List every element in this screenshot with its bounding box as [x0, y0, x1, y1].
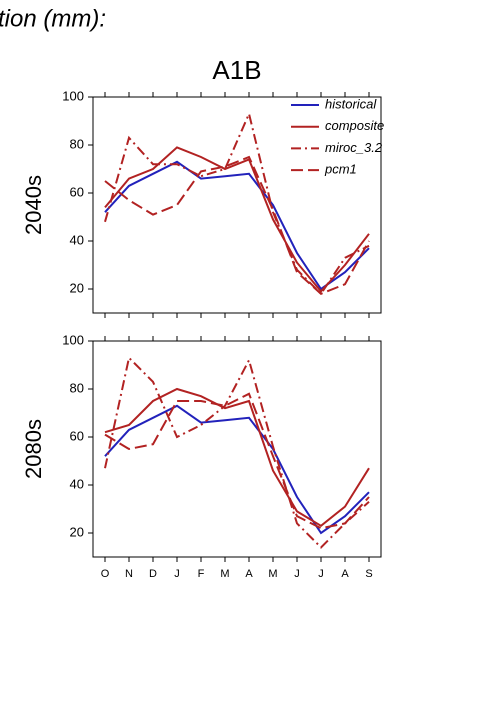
x-tick-label: N — [125, 568, 133, 580]
y-tick-label: 60 — [70, 184, 84, 199]
x-tick-label: D — [149, 568, 157, 580]
series-line — [104, 404, 370, 535]
x-tick-label: F — [198, 568, 205, 580]
x-tick-label: J — [294, 568, 300, 580]
y-tick-label: 40 — [70, 476, 84, 491]
legend-label: composite — [325, 118, 384, 133]
plot-frame — [92, 340, 382, 558]
x-tick-label: O — [101, 568, 110, 580]
series-line — [104, 160, 370, 291]
series-line — [104, 110, 370, 296]
y-tick-label: 80 — [70, 136, 84, 151]
heading: tion (mm): — [0, 5, 106, 32]
series-line — [104, 355, 370, 549]
y-axis-label: 2080s — [21, 419, 46, 479]
x-tick-label: J — [174, 568, 180, 580]
series-line — [104, 387, 370, 528]
y-tick-label: 60 — [70, 428, 84, 443]
x-tick-label: M — [268, 568, 277, 580]
y-axis-label: 2040s — [21, 175, 46, 235]
y-tick-label: 100 — [62, 88, 84, 103]
y-tick-label: 100 — [62, 332, 84, 347]
series-line — [104, 155, 370, 295]
plot-frame — [92, 96, 382, 314]
x-tick-label: A — [245, 568, 253, 580]
series-line — [104, 392, 370, 530]
x-tick-label: A — [341, 568, 349, 580]
y-tick-label: 20 — [70, 280, 84, 295]
x-tick-label: J — [318, 568, 324, 580]
y-tick-label: 80 — [70, 380, 84, 395]
x-tick-label: S — [365, 568, 372, 580]
y-tick-label: 20 — [70, 524, 84, 539]
legend-label: pcm1 — [324, 162, 357, 177]
x-tick-label: M — [220, 568, 229, 580]
y-tick-label: 40 — [70, 232, 84, 247]
scenario-title: A1B — [212, 55, 261, 85]
legend-label: miroc_3.2 — [325, 140, 383, 155]
legend-label: historical — [325, 96, 377, 111]
